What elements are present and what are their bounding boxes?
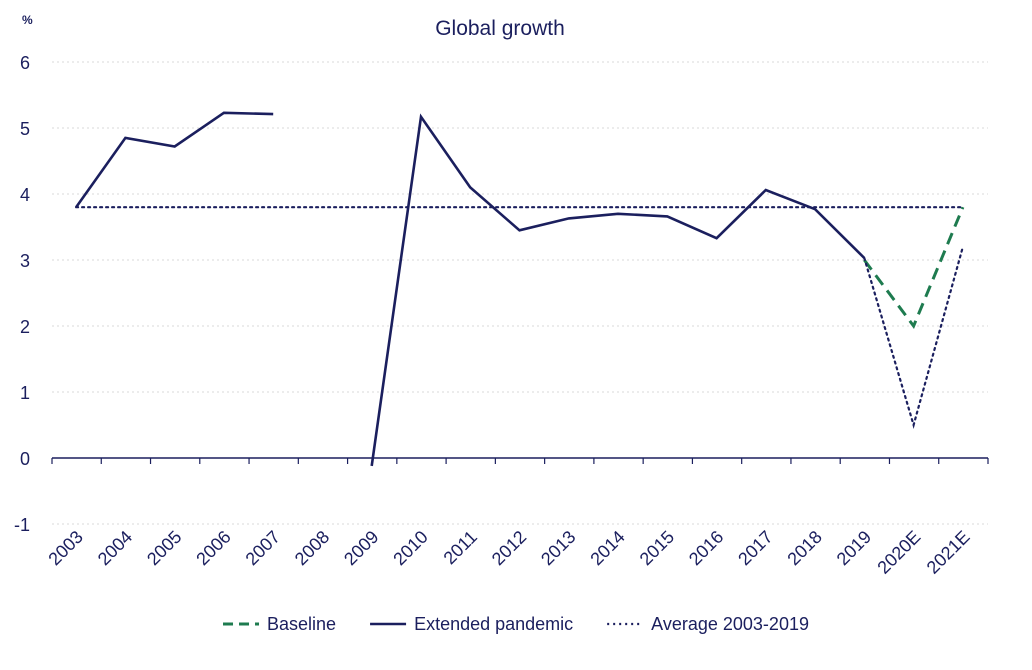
x-tick-label: 2015: [636, 527, 678, 569]
x-tick-label: 2016: [685, 527, 727, 569]
y-axis-unit-label: %: [22, 13, 33, 27]
legend: Baseline Extended pandemic Average 2003-20…: [223, 614, 809, 634]
x-tick-label: 2008: [291, 527, 333, 569]
x-tick-label: 2010: [389, 527, 431, 569]
y-tick-label: 5: [20, 119, 30, 139]
gridlines: [52, 61, 988, 525]
legend-label: Baseline: [267, 614, 336, 634]
x-tick-label: 2018: [783, 527, 825, 569]
legend-item-baseline: Baseline: [223, 614, 336, 634]
x-tick-label: 2007: [242, 527, 284, 569]
y-tick-label: -1: [14, 515, 30, 535]
y-tick-label: 4: [20, 185, 30, 205]
x-tick-label: 2003: [45, 527, 87, 569]
x-tick-label: 2020E: [873, 527, 924, 578]
x-tick-label: 2014: [586, 527, 628, 569]
y-tick-label: 2: [20, 317, 30, 337]
legend-item-average-2003-2019: Average 2003-2019: [607, 614, 809, 634]
x-tick-label: 2017: [734, 527, 776, 569]
x-tick-label: 2009: [340, 527, 382, 569]
x-tick-label: 2012: [488, 527, 530, 569]
x-tick-label: 2006: [192, 527, 234, 569]
x-tick-label: 2004: [94, 527, 136, 569]
series-line-extended-pandemic-scenario: [863, 245, 965, 430]
legend-label: Extended pandemic: [414, 614, 573, 634]
x-tick-label: 2021E: [923, 527, 974, 578]
y-tick-label: 3: [20, 251, 30, 271]
y-tick-label: 0: [20, 449, 30, 469]
series-lines: [74, 111, 965, 467]
x-tick-label: 2011: [440, 527, 482, 569]
y-tick-label: 1: [20, 383, 30, 403]
series-line-baseline: [863, 206, 965, 330]
series-line-extended-pandemic: [370, 113, 866, 467]
y-tick-label: 6: [20, 53, 30, 73]
axes: [51, 457, 989, 464]
chart-title: Global growth: [435, 17, 565, 40]
x-tick-label: 2005: [143, 527, 185, 569]
legend-label: Average 2003-2019: [651, 614, 809, 634]
x-tick-label: 2019: [833, 527, 875, 569]
x-tick-label: 2013: [537, 527, 579, 569]
legend-item-extended-pandemic: Extended pandemic: [370, 614, 573, 634]
series-line-extended-pandemic: [75, 111, 274, 208]
